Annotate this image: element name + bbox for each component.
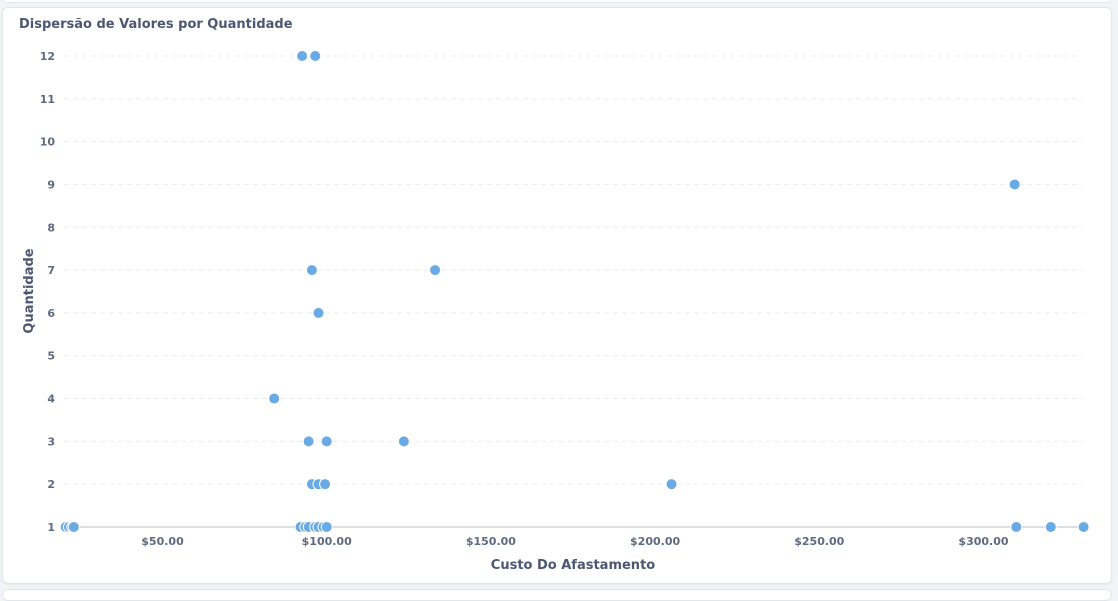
y-tick-label: 3 xyxy=(47,435,55,448)
scatter-point xyxy=(1077,521,1090,533)
y-tick-label: 2 xyxy=(47,478,55,491)
scatter-point xyxy=(429,264,442,277)
y-tick-label: 11 xyxy=(40,93,55,106)
x-tick-label: $150.00 xyxy=(466,535,516,548)
scatter-point xyxy=(1008,178,1021,191)
scatter-point xyxy=(67,521,80,533)
scatter-point xyxy=(268,392,281,405)
scatter-point xyxy=(397,435,410,448)
scatter-point xyxy=(296,50,309,62)
scatter-point xyxy=(309,50,322,62)
x-tick-label: $300.00 xyxy=(958,535,1008,548)
x-tick-label: $200.00 xyxy=(630,535,680,548)
scatter-point xyxy=(319,478,332,491)
chart-title: Dispersão de Valores por Quantidade xyxy=(19,17,293,32)
y-tick-label: 8 xyxy=(47,221,55,234)
y-tick-label: 6 xyxy=(47,307,55,320)
y-tick-label: 9 xyxy=(47,178,55,191)
x-tick-label: $100.00 xyxy=(302,535,352,548)
scatter-point xyxy=(1044,521,1057,533)
scatter-point xyxy=(312,306,325,319)
x-tick-label: $250.00 xyxy=(794,535,844,548)
y-tick-label: 5 xyxy=(47,350,55,363)
scatter-point xyxy=(320,435,333,448)
scatter-point xyxy=(1010,521,1023,533)
y-tick-label: 10 xyxy=(40,136,56,149)
y-tick-label: 12 xyxy=(40,50,55,63)
chart-card: Dispersão de Valores por Quantidade xyxy=(2,7,1112,584)
next-card-edge xyxy=(2,589,1112,601)
y-axis-title: Quantidade xyxy=(22,248,37,333)
x-tick-label: $50.00 xyxy=(141,535,184,548)
y-tick-label: 7 xyxy=(47,264,55,277)
scatter-point xyxy=(320,521,333,533)
y-tick-label: 4 xyxy=(47,393,55,406)
x-axis-title: Custo Do Afastamento xyxy=(491,558,655,573)
scatter-point xyxy=(665,478,678,491)
scatter-point xyxy=(305,264,318,277)
scatter-point xyxy=(302,435,315,448)
y-tick-label: 1 xyxy=(47,521,55,534)
